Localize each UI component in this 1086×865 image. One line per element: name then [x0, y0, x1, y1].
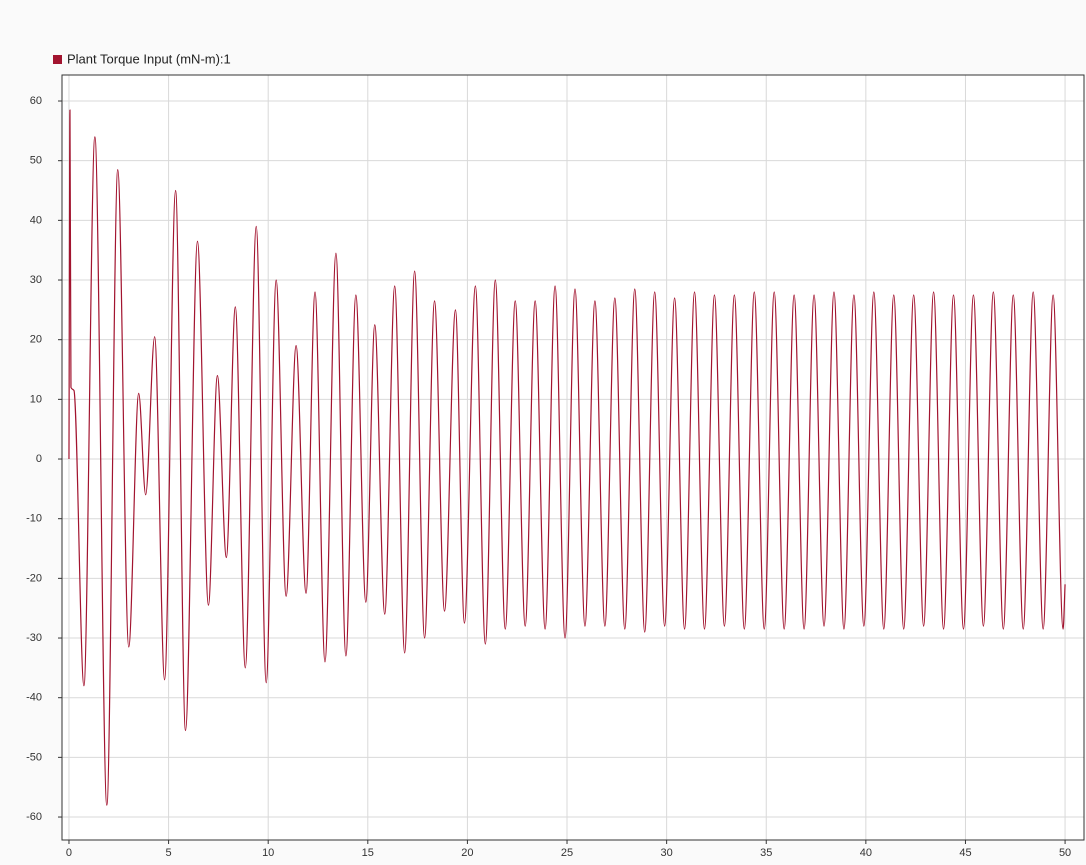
x-tick-label: 45: [959, 847, 971, 859]
x-tick-label: 20: [461, 847, 473, 859]
x-tick-label: 50: [1059, 847, 1071, 859]
x-tick-label: 30: [661, 847, 673, 859]
x-tick-label: 10: [262, 847, 274, 859]
y-tick-label: -40: [26, 692, 42, 704]
plot-frame: [61, 74, 1085, 841]
y-tick-label: -20: [26, 572, 42, 584]
plot-area: [62, 75, 1084, 840]
x-tick-label: 25: [561, 847, 573, 859]
x-tick-label: 40: [860, 847, 872, 859]
x-tick-label: 0: [66, 847, 72, 859]
x-tick-label: 5: [166, 847, 172, 859]
y-tick-label: -60: [26, 811, 42, 823]
lines: [68, 109, 1066, 806]
y-tick-label: 10: [30, 393, 42, 405]
y-tick-label: 0: [36, 453, 42, 465]
y-tick-label: 30: [30, 274, 42, 286]
legend: Plant Torque Input (mN-m):1: [53, 51, 231, 66]
labels: -60 -50 -40 -30 -20 -10 0 10 20 30 40 50 60 0 5 10 15 20 2…: [26, 95, 1071, 859]
x-tick-label: 15: [362, 847, 374, 859]
y-tick-label: 60: [30, 95, 42, 107]
y-tick-label: -10: [26, 513, 42, 525]
y-tick-label: -50: [26, 751, 42, 763]
legend-swatch: [53, 55, 62, 64]
series-line: [68, 109, 1066, 806]
y-tick-label: -30: [26, 632, 42, 644]
y-tick-label: 20: [30, 334, 42, 346]
y-tick-label: 50: [30, 155, 42, 167]
x-tick-label: 35: [760, 847, 772, 859]
y-tick-label: 40: [30, 214, 42, 226]
legend-label: Plant Torque Input (mN-m):1: [67, 51, 231, 66]
